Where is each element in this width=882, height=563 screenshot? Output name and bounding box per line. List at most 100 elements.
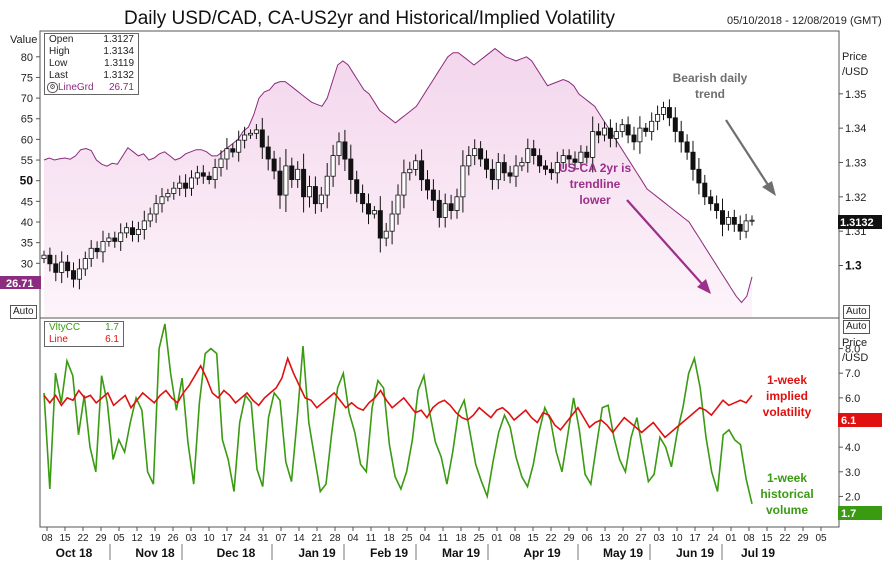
legend-line-value: 6.1 [105,334,119,345]
candle-body [53,263,59,273]
candle [236,130,242,162]
candle-body [59,261,65,273]
candle [200,165,206,184]
candle-body [312,186,318,205]
left-tick-label: 70 [21,93,33,105]
candle [596,123,602,144]
x-day-label: 10 [203,533,215,544]
candle [489,159,495,190]
candle [678,120,684,153]
implied-tag: 6.1 [841,415,856,427]
legend-row-linegrd[interactable]: ⚙ LineGrd 26.71 [45,82,138,94]
candle-body [743,220,749,232]
candle-body [153,203,159,215]
x-day-label: 17 [221,533,233,544]
candle [749,215,755,226]
candle [365,193,371,225]
auto-scale-button-price-right[interactable]: Auto [843,305,870,319]
candle-body [135,228,141,235]
implied-text-1: 1-week [767,373,807,387]
candle-body [749,219,755,222]
candle-body [649,120,655,133]
x-day-label: 22 [779,533,791,544]
vol-legend: VltyCC 1.7 Line 6.1 [44,321,124,347]
candle-body [271,158,277,172]
candle [177,175,183,196]
auto-scale-button-price-left[interactable]: Auto [10,305,37,319]
vol-axis-label-usd: /USD [842,352,868,364]
candle-body [472,148,478,156]
x-day-label: 18 [383,533,395,544]
legend-row-vltycc[interactable]: VltyCC 1.7 [45,322,123,334]
candle-body [306,186,312,198]
left-tick-label: 40 [21,217,33,229]
x-day-label: 29 [95,533,107,544]
candle-body [419,160,425,181]
x-day-label: 05 [815,533,827,544]
usca-text-1: US-CA 2yr is [559,161,632,175]
vol-tick-label: 7.0 [845,368,860,380]
candle [183,174,189,198]
candle-body [643,127,649,132]
candle [625,116,631,144]
x-day-label: 29 [563,533,575,544]
candle-body [265,146,271,160]
candle [442,193,448,228]
month-label: Feb 19 [370,546,408,560]
candle-body [737,223,743,232]
left-tick-label: 30 [21,258,33,270]
candle [354,170,360,203]
x-day-label: 08 [509,533,521,544]
candle-body [566,155,572,160]
candle [643,122,649,137]
vol-tick-label: 6.0 [845,393,860,405]
candle [607,119,613,148]
candle-body [289,165,295,180]
auto-scale-button-vol[interactable]: Auto [843,320,870,334]
left-tick-label: 55 [21,155,33,167]
gear-icon[interactable]: ⚙ [47,82,58,93]
left-tick-label: 80 [21,52,33,64]
candle [289,157,295,188]
candle-body [88,247,94,260]
candle [472,139,478,166]
candle [301,153,307,213]
x-day-label: 31 [257,533,269,544]
month-label: Mar 19 [442,546,480,560]
candle [572,151,578,171]
candle [483,150,489,179]
candle [531,139,537,165]
candle-body [424,179,430,191]
x-day-label: 03 [185,533,197,544]
candle [76,258,82,290]
candle-body [377,210,383,239]
legend-low-label: Low [49,58,68,69]
candle-body [501,162,507,174]
candle-body [436,199,442,218]
candle-body [324,175,330,196]
x-day-label: 20 [617,533,629,544]
candle [725,211,731,231]
candle-body [348,158,354,181]
candle-body [200,172,206,177]
legend-row-line[interactable]: Line 6.1 [45,334,123,346]
candle-body [206,175,212,180]
vol-tick-label: 4.0 [845,442,860,454]
candle-body [318,194,324,205]
x-day-label: 29 [797,533,809,544]
x-day-label: 28 [329,533,341,544]
candle [230,143,236,158]
usca-text-2: trendline [570,177,621,191]
candle-body [224,148,230,160]
candle-body [242,134,248,141]
candle [377,196,383,253]
candle-body [389,213,395,232]
candle [714,195,720,219]
candle [448,194,454,220]
right-axis-label-usd: /USD [842,66,868,78]
candle [466,146,472,176]
right-tick-label: 1.35 [845,89,866,101]
month-label: Oct 18 [56,546,93,560]
x-day-label: 11 [438,533,449,544]
